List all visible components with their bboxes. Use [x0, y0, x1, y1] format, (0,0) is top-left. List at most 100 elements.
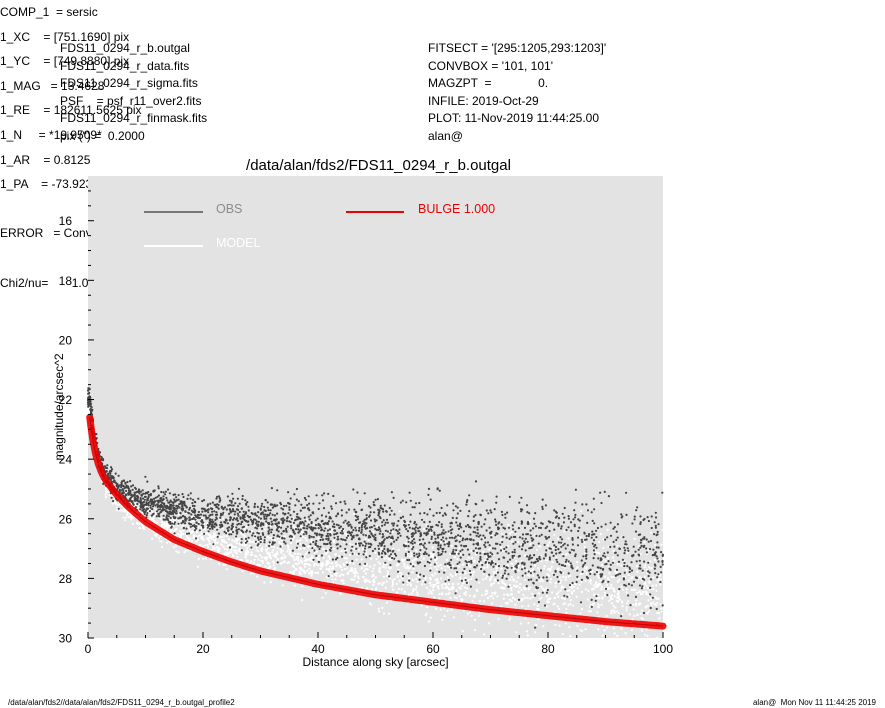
- obs-series-point: [363, 525, 366, 529]
- obs-series-point: [172, 501, 175, 504]
- model-series-point: [153, 520, 156, 523]
- model-series-point: [432, 583, 435, 587]
- obs-series-point: [630, 561, 633, 564]
- model-series-point: [627, 579, 630, 582]
- model-series-point: [416, 593, 419, 596]
- obs-series-point: [623, 552, 626, 555]
- obs-series-point: [355, 529, 358, 532]
- model-series-point: [563, 566, 567, 569]
- model-series-point: [280, 543, 283, 546]
- model-series-point: [253, 524, 256, 527]
- obs-series-point: [233, 513, 236, 516]
- obs-series-point: [479, 558, 482, 561]
- model-series-point: [455, 552, 458, 556]
- model-series-point: [568, 595, 571, 599]
- model-series-point: [565, 622, 568, 625]
- obs-series-point: [222, 507, 225, 510]
- obs-series-point: [528, 547, 531, 550]
- obs-series-point: [216, 495, 219, 498]
- obs-series-point: [564, 547, 567, 550]
- model-series-point: [557, 591, 560, 594]
- model-series-point: [504, 583, 507, 587]
- obs-series-point: [206, 526, 209, 529]
- model-series-point: [621, 588, 625, 591]
- model-series-point: [163, 524, 166, 527]
- model-series-point: [104, 490, 108, 493]
- model-series-point: [568, 589, 571, 592]
- model-series-point: [395, 582, 398, 586]
- obs-series-point: [306, 527, 309, 530]
- model-series-point: [459, 572, 462, 576]
- obs-series-point: [497, 564, 501, 568]
- obs-series-point: [556, 560, 559, 564]
- obs-series-point: [164, 493, 167, 496]
- obs-series-point: [381, 533, 384, 536]
- model-series-point: [255, 546, 258, 549]
- obs-series-point: [445, 537, 448, 540]
- obs-series-point: [604, 555, 607, 558]
- model-series-point: [444, 540, 447, 544]
- obs-series-point: [585, 534, 588, 538]
- obs-series-point: [306, 525, 309, 528]
- obs-series-point: [259, 524, 262, 527]
- obs-series-point: [388, 506, 391, 510]
- model-series-point: [428, 589, 431, 592]
- model-series-point: [142, 527, 145, 530]
- obs-series-point: [228, 526, 231, 529]
- model-series-point: [272, 564, 275, 567]
- obs-series-point: [367, 542, 370, 545]
- obs-series-point: [511, 524, 514, 527]
- model-series-point: [600, 588, 603, 591]
- obs-series-point: [402, 544, 405, 547]
- model-series-point: [350, 568, 353, 571]
- obs-series-point: [633, 518, 636, 521]
- obs-series-point: [529, 565, 533, 568]
- model-series-point: [593, 593, 596, 597]
- model-series-point: [496, 563, 499, 566]
- model-series-point: [519, 622, 523, 625]
- model-series-point: [415, 585, 418, 588]
- obs-series-point: [227, 529, 230, 533]
- obs-series-point: [295, 498, 298, 501]
- obs-series-point: [539, 526, 543, 530]
- obs-series-point: [507, 585, 510, 588]
- model-series-point: [431, 555, 434, 558]
- obs-series-point: [425, 527, 428, 530]
- model-series-point: [433, 596, 436, 599]
- obs-series-point: [518, 501, 521, 504]
- obs-series-point: [257, 524, 260, 528]
- model-series-point: [586, 598, 590, 601]
- obs-series-point: [473, 566, 476, 569]
- obs-series-point: [468, 569, 471, 573]
- obs-series-point: [284, 542, 287, 545]
- obs-series-point: [354, 514, 357, 518]
- model-series-point: [375, 557, 378, 561]
- model-series-point: [305, 539, 308, 542]
- obs-series-point: [489, 555, 492, 558]
- obs-series-point: [180, 522, 183, 525]
- obs-series-point: [184, 516, 187, 519]
- model-series-point: [596, 585, 599, 588]
- obs-series-point: [347, 534, 350, 537]
- obs-series-point: [308, 536, 311, 539]
- model-series-point: [429, 581, 432, 585]
- obs-series-point: [368, 526, 372, 529]
- model-series-point: [299, 542, 302, 545]
- obs-series-point: [480, 525, 483, 528]
- model-series-point: [457, 582, 460, 586]
- obs-series-point: [418, 526, 421, 529]
- model-series-point: [363, 564, 366, 567]
- model-series-point: [409, 582, 412, 585]
- model-series-point: [441, 586, 444, 590]
- model-series-point: [372, 578, 376, 581]
- obs-series-point: [532, 538, 535, 541]
- obs-series-point: [468, 560, 471, 563]
- model-series-point: [541, 580, 544, 583]
- obs-series-point: [611, 561, 615, 564]
- model-series-point: [546, 573, 549, 576]
- model-series-point: [380, 547, 383, 550]
- obs-series-point: [467, 515, 470, 518]
- model-series-point: [602, 546, 605, 550]
- model-series-point: [645, 584, 648, 587]
- model-series-point: [324, 564, 327, 567]
